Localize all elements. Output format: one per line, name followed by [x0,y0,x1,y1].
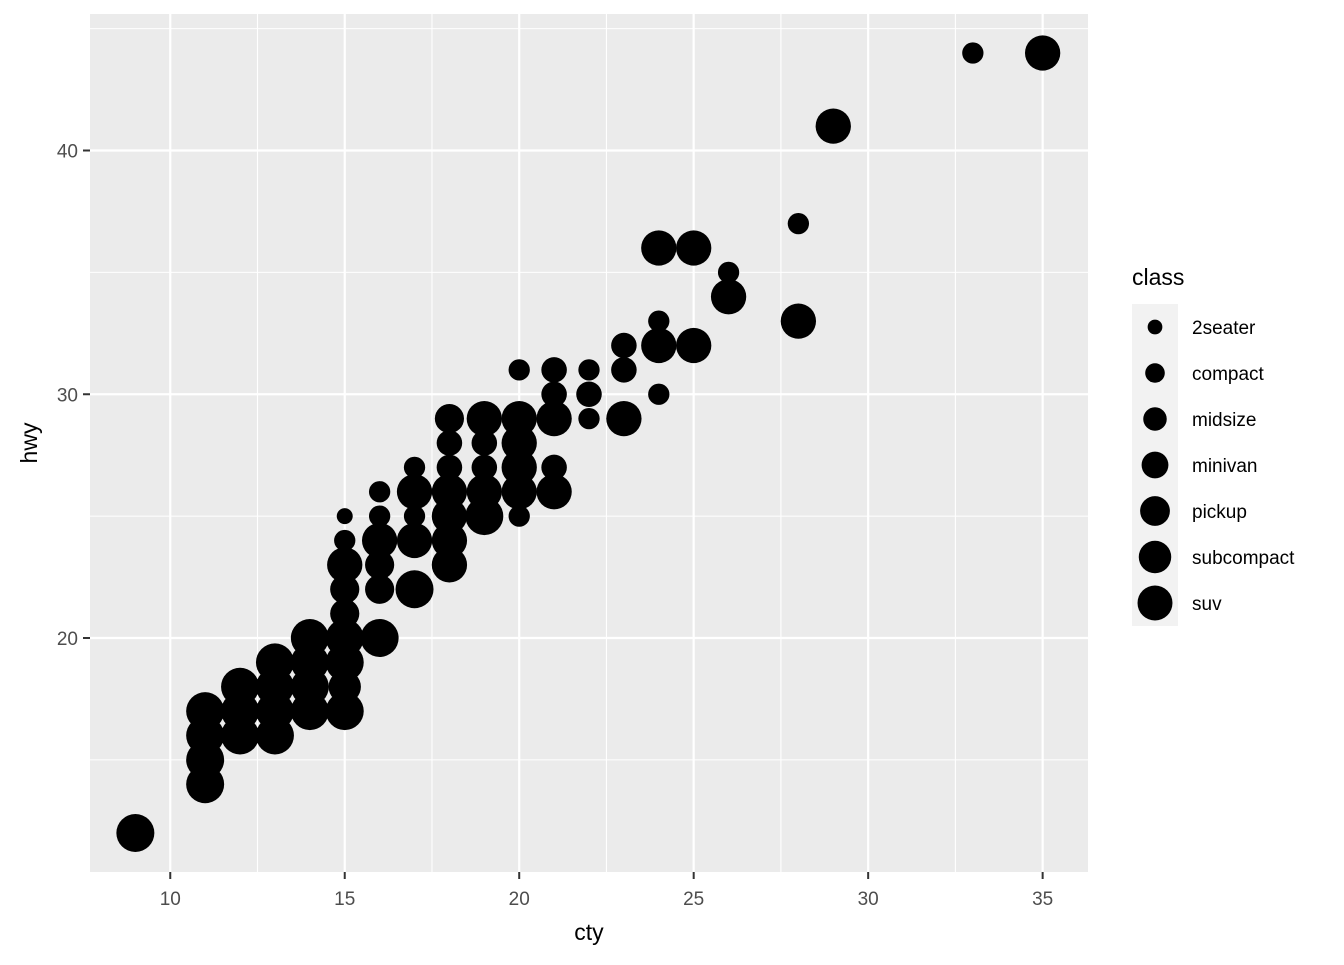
legend-label-2seater: 2seater [1192,318,1256,339]
y-tick-label: 20 [57,629,78,650]
data-point [325,692,364,731]
legend-key-pickup [1140,496,1170,526]
data-point [536,474,572,510]
data-point [368,505,391,527]
data-point [436,430,463,456]
data-point [365,550,395,580]
data-point [330,599,360,629]
x-tick-label: 20 [509,889,530,910]
data-point [576,381,602,408]
data-point [431,474,468,510]
data-point [471,430,498,456]
data-point [255,643,294,682]
data-point [186,692,225,731]
data-point [676,230,712,266]
data-point [396,522,433,559]
data-point [641,327,677,364]
x-tick-label: 15 [334,889,355,910]
data-point [327,547,363,583]
data-point [466,400,502,437]
data-point [396,474,433,510]
data-point [815,108,851,144]
data-point [471,454,498,481]
data-point [641,230,677,266]
data-point [334,529,356,552]
legend-label-subcompact: subcompact [1192,548,1295,569]
data-point [717,261,740,284]
data-point [541,381,567,408]
x-tick-label: 10 [160,889,181,910]
data-point [336,508,353,525]
x-tick-label: 25 [683,889,704,910]
data-point [1024,35,1061,71]
data-point [465,497,504,536]
data-point [787,212,810,235]
data-point [325,619,364,657]
data-point [431,547,468,583]
legend-key-subcompact [1138,540,1172,574]
legend-key-midsize [1143,407,1167,431]
data-point [501,400,537,437]
data-point [290,619,329,657]
data-point [330,574,360,604]
minor-gridlines [90,14,1088,872]
data-point [434,404,464,434]
y-axis: 20 30 40 [57,142,90,650]
data-point [536,400,572,437]
x-axis: 10 15 20 25 30 35 [160,872,1053,910]
data-point [962,42,984,64]
data-point [403,505,426,527]
legend-label-compact: compact [1192,364,1265,385]
x-tick-label: 35 [1032,889,1053,910]
data-point [676,327,712,364]
legend-key-suv [1137,585,1173,621]
legend-entries: 2seater compact midsize minivan pickup subcom… [1137,318,1295,621]
y-tick-label: 40 [57,142,78,163]
data-point [578,407,600,430]
data-point [431,522,468,559]
data-point [403,456,426,479]
legend-label-midsize: midsize [1192,410,1256,431]
data-point [578,359,600,381]
data-point [648,310,670,332]
legend-key-minivan [1141,451,1169,479]
data-points [116,35,1061,852]
data-point [116,814,155,852]
data-point [501,449,537,486]
data-point [648,383,670,405]
data-point [431,498,468,534]
data-point [360,619,399,657]
data-point [606,400,642,437]
data-point [541,357,567,383]
data-point [365,574,395,604]
data-point [361,522,398,559]
data-point [436,454,463,481]
data-point [780,303,817,339]
y-tick-label: 30 [57,385,78,406]
data-point [508,359,530,381]
data-point [508,505,530,527]
data-point [221,667,260,706]
legend-key-compact [1145,363,1165,383]
y-axis-title: hwy [16,422,42,463]
data-point [710,279,747,315]
data-point [611,332,637,359]
x-axis-title: cty [574,919,604,945]
legend-key-2seater [1147,319,1163,335]
legend-title: class [1132,264,1184,290]
x-tick-label: 30 [858,889,879,910]
data-point [541,454,567,481]
data-point [501,425,537,461]
data-point [466,474,502,510]
data-point [395,570,434,609]
legend: class 2seater compact midsize minivan pickup… [1132,264,1295,626]
legend-label-suv: suv [1192,594,1222,615]
data-point [501,474,537,510]
legend-label-minivan: minivan [1192,456,1257,477]
legend-label-pickup: pickup [1192,502,1247,523]
data-point [611,357,637,383]
data-point [368,481,391,503]
